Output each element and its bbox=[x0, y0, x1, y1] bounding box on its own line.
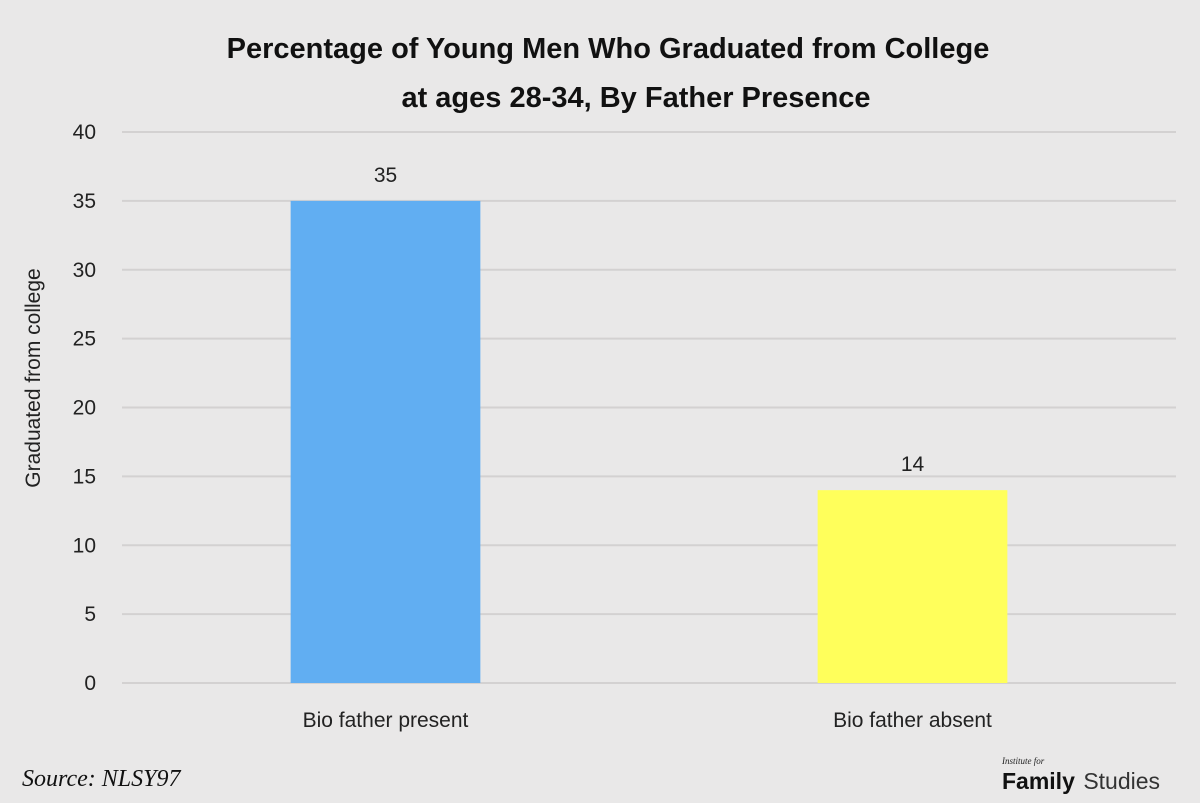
y-tick-label: 0 bbox=[84, 672, 96, 695]
y-axis-label: Graduated from college bbox=[22, 268, 45, 487]
bar-2 bbox=[817, 490, 1008, 683]
y-tick-label: 35 bbox=[73, 190, 96, 213]
y-tick-label: 25 bbox=[73, 328, 96, 351]
gridlines bbox=[122, 131, 1176, 684]
y-tick-label: 5 bbox=[84, 603, 96, 626]
logo-family: Family bbox=[1002, 768, 1075, 794]
y-tick-label: 15 bbox=[73, 465, 96, 488]
data-label-2: 14 bbox=[901, 453, 925, 476]
logo-studies: Studies bbox=[1083, 768, 1160, 794]
bars bbox=[290, 200, 1008, 683]
logo-family-studies: Family Studies bbox=[1002, 768, 1160, 794]
logo-institute-for: Institute for bbox=[1001, 756, 1045, 766]
bar-1 bbox=[290, 200, 481, 683]
chart-title: Percentage of Young Men Who Graduated fr… bbox=[227, 33, 990, 114]
y-tick-label: 20 bbox=[73, 397, 96, 420]
chart-title-line-2: at ages 28-34, By Father Presence bbox=[401, 82, 870, 114]
y-tick-label: 40 bbox=[73, 121, 96, 144]
category-labels: Bio father present Bio father absent bbox=[303, 709, 992, 732]
data-labels: 35 14 bbox=[374, 164, 925, 476]
source-note: Source: NLSY97 bbox=[22, 766, 181, 792]
y-tick-label: 30 bbox=[73, 259, 96, 282]
y-tick-label: 10 bbox=[73, 534, 96, 557]
category-label-2: Bio father absent bbox=[833, 709, 992, 732]
institute-logo: Institute for Family Studies bbox=[1001, 756, 1160, 794]
data-label-1: 35 bbox=[374, 164, 397, 187]
y-axis-ticks: 0 5 10 15 20 25 30 35 40 bbox=[73, 121, 96, 695]
category-label-1: Bio father present bbox=[303, 709, 469, 732]
chart-title-line-1: Percentage of Young Men Who Graduated fr… bbox=[227, 33, 990, 65]
